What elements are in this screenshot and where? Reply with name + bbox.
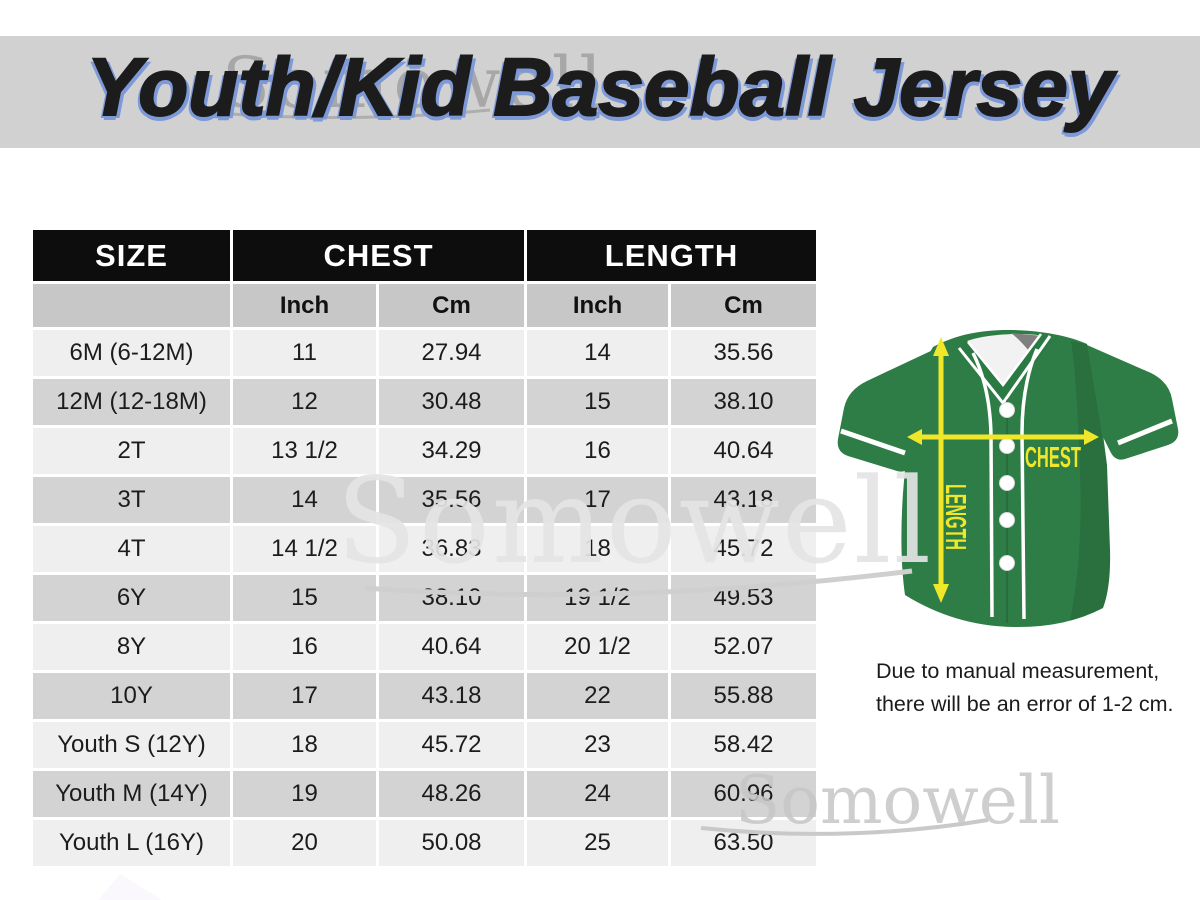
table-cell: 13 1/2 [233, 428, 376, 474]
measurement-note: Due to manual measurement, there will be… [876, 655, 1174, 721]
table-cell: 12 [233, 379, 376, 425]
table-cell: 14 1/2 [233, 526, 376, 572]
table-cell: 17 [527, 477, 668, 523]
size-table: SIZE CHEST LENGTH Inch Cm Inch Cm 6M (6-… [33, 230, 816, 866]
table-cell: 35.56 [671, 330, 816, 376]
table-cell: 30.48 [379, 379, 524, 425]
table-cell: 2T [33, 428, 230, 474]
table-cell: 34.29 [379, 428, 524, 474]
table-cell: 40.64 [379, 624, 524, 670]
jersey-diagram: CHEST LENGTH [815, 325, 1200, 670]
table-cell: 48.26 [379, 771, 524, 817]
length-arrow [933, 337, 949, 603]
table-cell: 6Y [33, 575, 230, 621]
measurement-note-line2: there will be an error of 1-2 cm. [876, 692, 1174, 716]
subheader-length-inch: Inch [527, 284, 668, 327]
column-header-chest: CHEST [233, 230, 524, 281]
table-cell: 43.18 [671, 477, 816, 523]
title-banner: Somowell Youth/Kid Baseball Jersey [0, 36, 1200, 148]
subheader-chest-inch: Inch [233, 284, 376, 327]
table-cell: 58.42 [671, 722, 816, 768]
table-cell: 19 [233, 771, 376, 817]
table-cell: 40.64 [671, 428, 816, 474]
table-cell: 35.56 [379, 477, 524, 523]
table-cell: 45.72 [671, 526, 816, 572]
table-cell: 36.83 [379, 526, 524, 572]
table-cell: 16 [527, 428, 668, 474]
table-cell: 4T [33, 526, 230, 572]
table-cell: Youth L (16Y) [33, 820, 230, 866]
table-cell: Youth M (14Y) [33, 771, 230, 817]
table-cell: 60.96 [671, 771, 816, 817]
page-title: Youth/Kid Baseball Jersey [86, 41, 1115, 134]
table-cell: 15 [233, 575, 376, 621]
table-cell: 18 [233, 722, 376, 768]
table-cell: 3T [33, 477, 230, 523]
table-cell: 8Y [33, 624, 230, 670]
jersey-neck-shadow [1011, 333, 1043, 351]
table-cell: 14 [527, 330, 668, 376]
table-cell: 16 [233, 624, 376, 670]
table-cell: 18 [527, 526, 668, 572]
chest-arrow [907, 429, 1099, 445]
table-cell: 55.88 [671, 673, 816, 719]
table-cell: 38.10 [671, 379, 816, 425]
jersey-shading [1070, 341, 1111, 621]
table-cell: 10Y [33, 673, 230, 719]
table-cell: 24 [527, 771, 668, 817]
table-cell: 14 [233, 477, 376, 523]
table-cell: 49.53 [671, 575, 816, 621]
table-cell: 45.72 [379, 722, 524, 768]
table-cell: 63.50 [671, 820, 816, 866]
subheader-chest-cm: Cm [379, 284, 524, 327]
jersey-neck-inner [967, 333, 1043, 389]
column-header-length: LENGTH [527, 230, 816, 281]
table-cell: 20 [233, 820, 376, 866]
table-cell: 22 [527, 673, 668, 719]
subheader-length-cm: Cm [671, 284, 816, 327]
corner-artifact [98, 874, 162, 900]
column-header-size: SIZE [33, 230, 230, 281]
table-cell: 15 [527, 379, 668, 425]
table-cell: 38.10 [379, 575, 524, 621]
table-cell: 6M (6-12M) [33, 330, 230, 376]
table-cell: 19 1/2 [527, 575, 668, 621]
subheader-blank [33, 284, 230, 327]
table-cell: 12M (12-18M) [33, 379, 230, 425]
length-arrow-label: LENGTH [939, 484, 971, 550]
table-cell: 17 [233, 673, 376, 719]
table-cell: 50.08 [379, 820, 524, 866]
table-cell: 23 [527, 722, 668, 768]
table-cell: 25 [527, 820, 668, 866]
table-cell: 27.94 [379, 330, 524, 376]
jersey-buttons [999, 402, 1015, 571]
table-cell: Youth S (12Y) [33, 722, 230, 768]
table-cell: 52.07 [671, 624, 816, 670]
table-cell: 11 [233, 330, 376, 376]
measurement-note-line1: Due to manual measurement, [876, 659, 1160, 683]
table-cell: 43.18 [379, 673, 524, 719]
table-cell: 20 1/2 [527, 624, 668, 670]
chest-arrow-label: CHEST [1025, 442, 1081, 474]
